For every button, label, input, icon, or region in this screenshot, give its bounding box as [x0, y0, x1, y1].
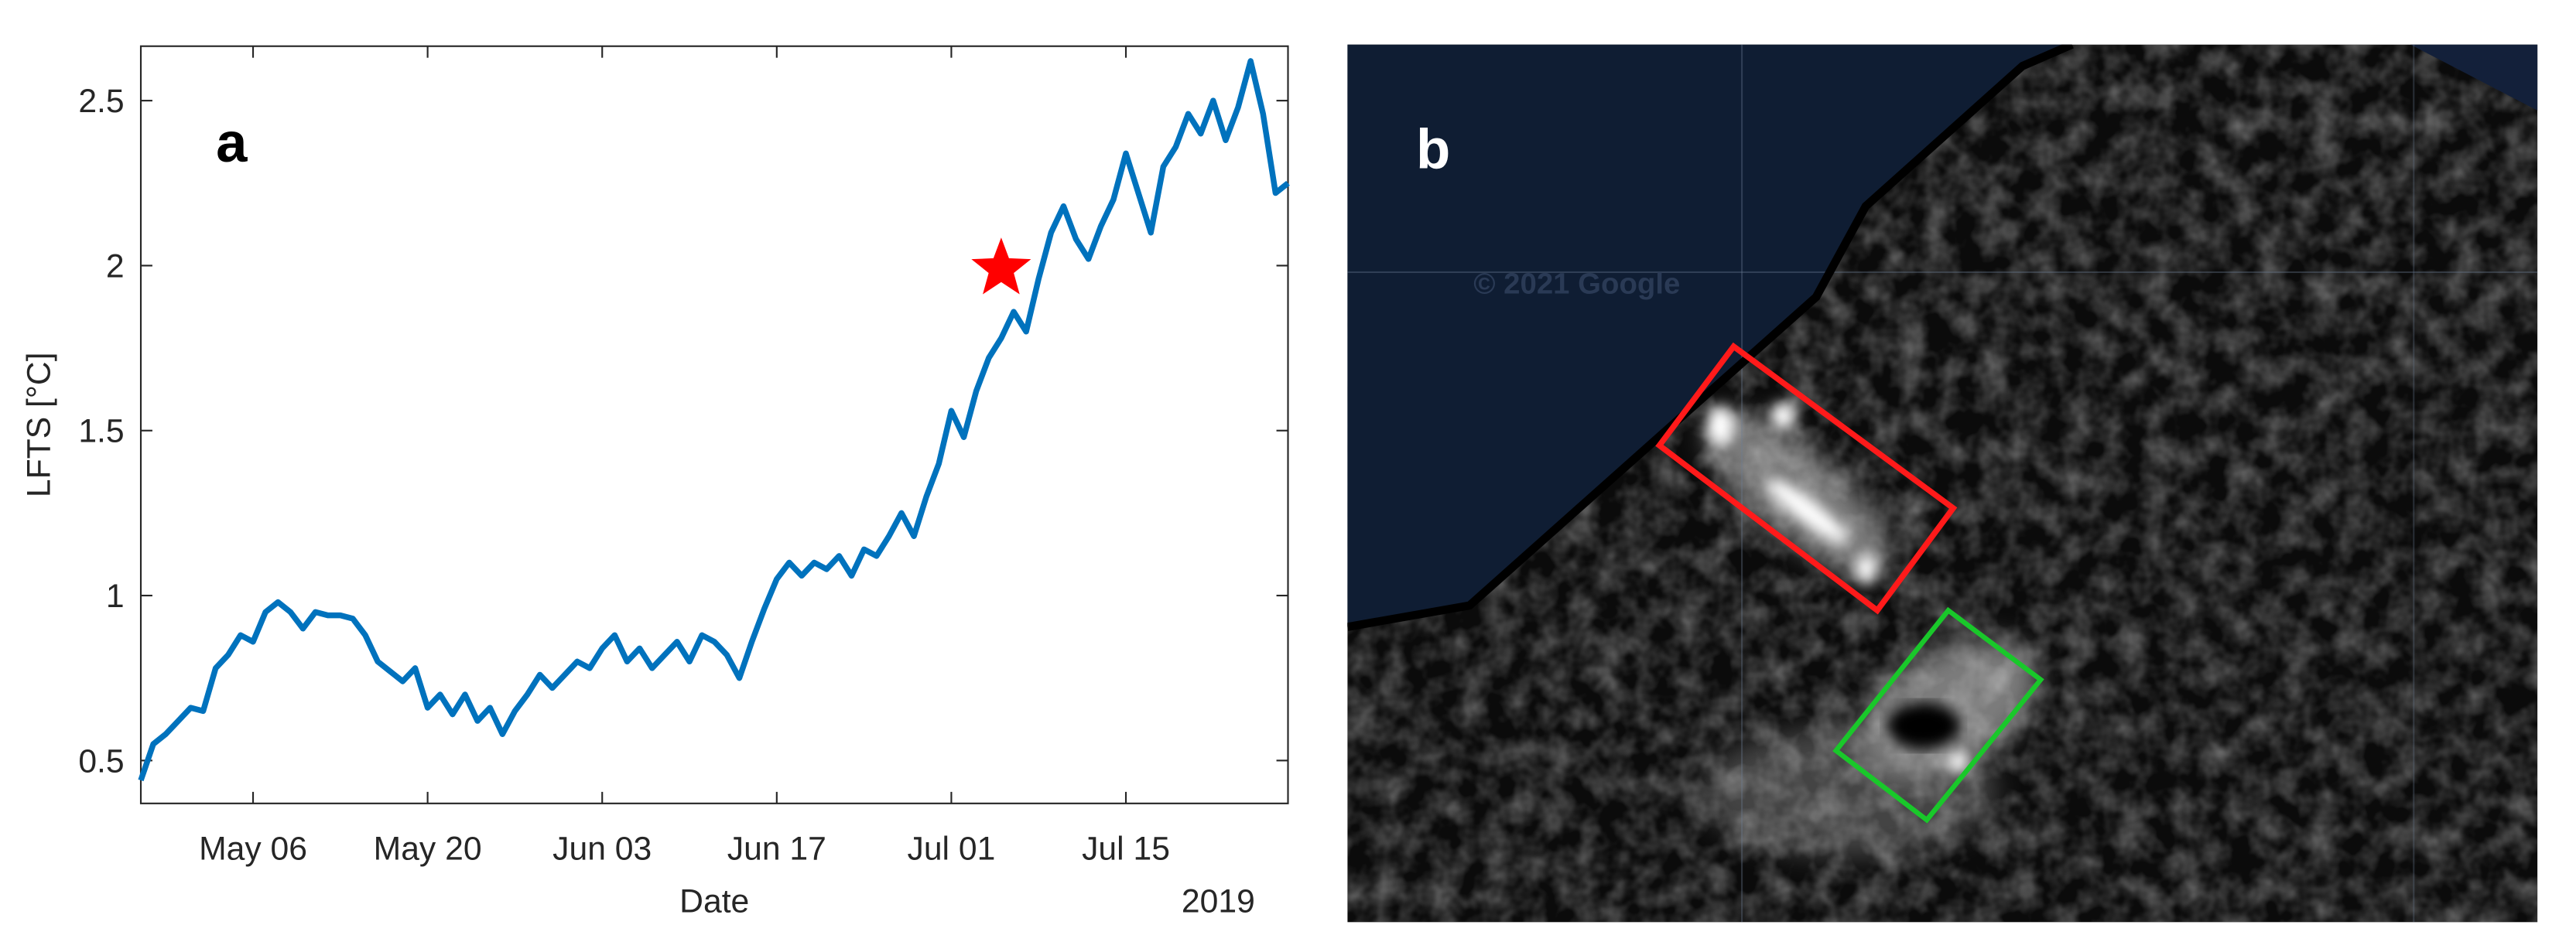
x-axis-label: Date — [679, 883, 749, 920]
satellite-image: © 2021 Google b — [1347, 44, 2538, 923]
y-tick-label: 0.5 — [78, 742, 124, 780]
y-axis-label: LFTS [°C] — [21, 352, 58, 497]
x-tick-label: May 06 — [199, 830, 307, 867]
data-line — [138, 58, 1290, 782]
y-tick-label: 2 — [106, 247, 125, 285]
star-marker — [971, 237, 1031, 295]
x-tick-label: Jul 01 — [908, 830, 996, 867]
x-tick-label: Jun 17 — [727, 830, 826, 867]
watermark: © 2021 Google — [1473, 268, 1680, 301]
y-tick-label: 1.5 — [78, 413, 124, 450]
panel-label: b — [1416, 118, 1450, 181]
y-tick-label: 2.5 — [78, 83, 124, 120]
x-tick-label: May 20 — [374, 830, 482, 867]
x-tick-label: Jun 03 — [552, 830, 652, 867]
plot-area — [139, 45, 1289, 804]
x-year-label: 2019 — [1182, 883, 1255, 920]
panel-label: a — [216, 111, 248, 174]
y-tick-label: 1 — [106, 578, 125, 615]
x-tick-label: Jul 15 — [1082, 830, 1170, 867]
